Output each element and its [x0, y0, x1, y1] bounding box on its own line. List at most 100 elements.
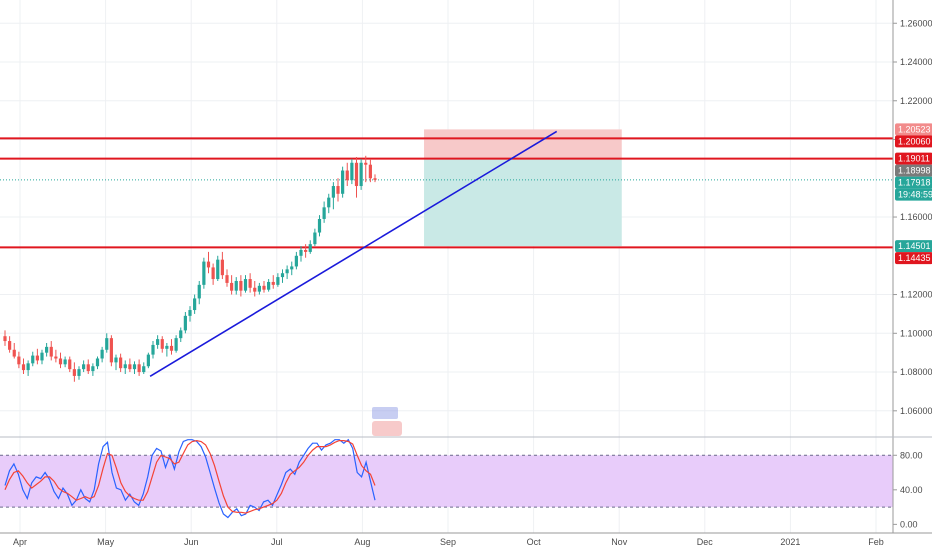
candle-body [331, 186, 335, 198]
candle-body [317, 218, 322, 233]
price-badge [895, 176, 932, 189]
x-tick-label: 2021 [780, 537, 800, 547]
candle-body [132, 364, 137, 370]
candle-body [63, 359, 67, 365]
horizontal-levels[interactable] [0, 137, 893, 249]
x-tick-label: Nov [611, 537, 628, 547]
price-badge [895, 188, 932, 201]
candle-body [262, 285, 266, 290]
candle-body [364, 162, 368, 165]
candle-body [58, 358, 63, 365]
candle-body [280, 273, 285, 278]
candle-body [276, 277, 280, 285]
x-tick-label: May [97, 537, 115, 547]
position-zones[interactable] [424, 129, 622, 247]
candle-body [31, 355, 35, 364]
candlestick-series [3, 155, 377, 382]
candle-body [72, 369, 76, 376]
price-badge-label: 1.20523 [898, 124, 931, 134]
candle-body [156, 339, 160, 345]
price-badge [895, 152, 932, 165]
price-badge-label: 1.19011 [898, 154, 930, 164]
candle-body [359, 162, 363, 187]
candle-body [188, 310, 192, 316]
candle-body [257, 285, 261, 292]
stoch-d-line [4, 439, 376, 514]
y-tick-label: 1.10000 [900, 328, 932, 338]
candle-body [211, 267, 215, 280]
candle-body [322, 207, 326, 219]
x-tick-label: Apr [13, 537, 27, 547]
x-tick-label: Dec [697, 537, 714, 547]
price-badge [895, 252, 932, 265]
candle-body [299, 249, 303, 256]
trendline-tool[interactable] [149, 130, 558, 378]
candle-body [95, 358, 100, 367]
candle-body [151, 344, 155, 355]
candle-body [146, 354, 150, 367]
candle-body [308, 244, 312, 252]
candle-body [128, 364, 132, 370]
candle-body [345, 170, 349, 181]
y-tick-label: 1.06000 [900, 406, 932, 416]
x-tick-label: Jun [184, 537, 199, 547]
y-tick-label: 1.12000 [900, 290, 932, 300]
candle-body [373, 178, 377, 180]
candle-body [285, 269, 289, 274]
price-badge [895, 164, 932, 177]
candle-body [304, 249, 308, 252]
candle-body [123, 364, 127, 369]
candle-body [253, 287, 257, 292]
candle-body [169, 345, 174, 351]
price-badge-label: 19:48:59 [898, 190, 932, 200]
take-profit-zone[interactable] [424, 158, 622, 247]
price-badge [895, 135, 932, 148]
candle-body [313, 232, 317, 245]
stochastic-pane [0, 438, 893, 519]
candle-body [234, 280, 238, 291]
candle-body [26, 363, 30, 371]
candle-body [105, 338, 109, 350]
candle-body [165, 345, 169, 349]
candle-body [341, 170, 345, 194]
y-tick-label: 1.22000 [900, 96, 932, 106]
y-tick-label: 1.16000 [900, 212, 932, 222]
candle-body [290, 266, 294, 270]
candle-body [267, 281, 271, 290]
watermark-logo [372, 407, 402, 436]
candle-body [45, 346, 49, 353]
candle-body [220, 259, 224, 276]
candle-body [248, 279, 252, 288]
candle-body [193, 298, 197, 311]
candle-body [336, 186, 340, 194]
candle-body [243, 279, 248, 291]
candle-body [368, 164, 372, 179]
x-tick-label: Feb [868, 537, 884, 547]
candle-body [160, 339, 164, 349]
osc-y-tick-label: 0.00 [900, 519, 918, 529]
y-tick-label: 1.24000 [900, 57, 932, 67]
candle-body [86, 364, 90, 372]
candle-body [3, 336, 7, 342]
stop-loss-zone[interactable] [424, 129, 622, 159]
price-badge-label: 1.20060 [898, 136, 931, 146]
x-tick-label: Jul [271, 537, 283, 547]
price-badge [895, 240, 932, 253]
candle-body [137, 364, 141, 373]
osc-y-tick-label: 80.00 [900, 450, 923, 460]
trendline[interactable] [149, 130, 558, 378]
candle-body [21, 364, 26, 371]
candle-body [142, 366, 146, 373]
price-badge-label: 1.18998 [898, 166, 931, 176]
osc-y-tick-label: 40.00 [900, 485, 923, 495]
candle-body [68, 359, 72, 370]
candle-body [350, 162, 354, 181]
x-tick-label: Oct [527, 537, 542, 547]
candle-body [225, 275, 229, 283]
candle-body [91, 366, 95, 372]
candle-body [54, 356, 58, 359]
candle-body [35, 355, 39, 361]
candle-body [82, 364, 86, 370]
